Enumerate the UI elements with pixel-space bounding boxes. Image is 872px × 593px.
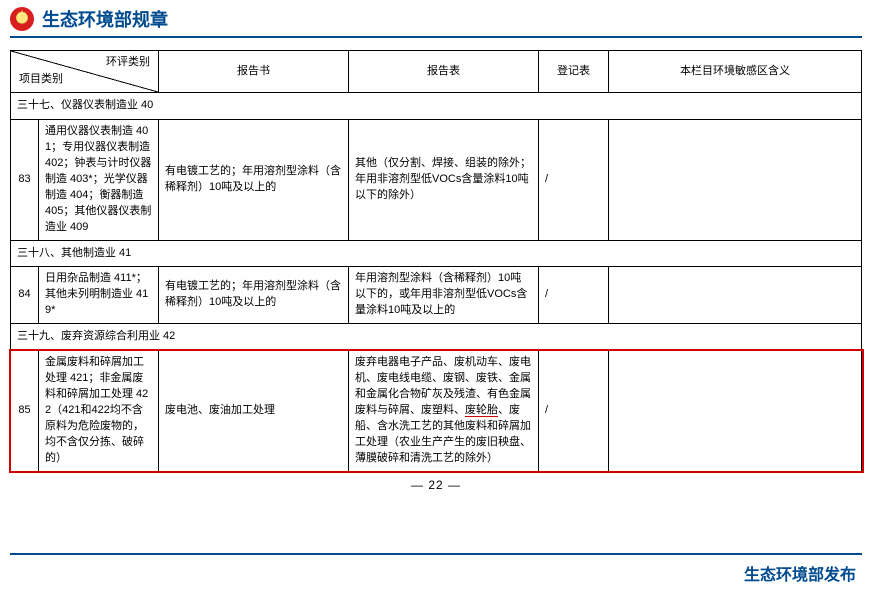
section-39-title: 三十九、废弃资源综合利用业 42 [11,324,862,351]
header-title: 生态环境部规章 [42,6,168,32]
col-header-report-book: 报告书 [159,51,349,93]
content-area: 环评类别 项目类别 报告书 报告表 登记表 本栏目环境敏感区含义 三十七、仪器仪… [0,38,872,492]
diagonal-header-cell: 环评类别 项目类别 [11,51,159,93]
row-84-item: 日用杂品制造 411*；其他未列明制造业 419* [39,267,159,324]
row-84-c5: / [539,267,609,324]
row-83-c6 [609,119,862,240]
page-footer: 生态环境部发布 [10,545,862,585]
table-row-84: 84 日用杂品制造 411*；其他未列明制造业 419* 有电镀工艺的；年用溶剂… [11,267,862,324]
col-header-sensitive-area: 本栏目环境敏感区含义 [609,51,862,93]
section-38-row: 三十八、其他制造业 41 [11,240,862,267]
row-85-c3: 废电池、废油加工处理 [159,351,349,472]
row-83-c3: 有电镀工艺的；年用溶剂型涂料（含稀释剂）10吨及以上的 [159,119,349,240]
row-85-c4: 废弃电器电子产品、废机动车、废电机、废电线电缆、废钢、废铁、金属和金属化合物矿灰… [349,351,539,472]
row-84-c6 [609,267,862,324]
row-85-c4-highlight: 废轮胎 [465,404,498,417]
page-header: 生态环境部规章 [0,0,872,36]
regulation-table: 环评类别 项目类别 报告书 报告表 登记表 本栏目环境敏感区含义 三十七、仪器仪… [10,50,862,472]
row-85-c6 [609,351,862,472]
row-83-item: 通用仪器仪表制造 401；专用仪器仪表制造 402；钟表与计时仪器制造 403*… [39,119,159,240]
footer-text: 生态环境部发布 [10,561,862,585]
section-38-title: 三十八、其他制造业 41 [11,240,862,267]
table-row-85: 85 金属废料和碎屑加工处理 421；非金属废料和碎屑加工处理 422（421和… [11,351,862,472]
col-header-registration: 登记表 [539,51,609,93]
row-83-c4: 其他（仅分割、焊接、组装的除外；年用非溶剂型低VOCs含量涂料10吨以下的除外） [349,119,539,240]
row-84-num: 84 [11,267,39,324]
row-85-c5: / [539,351,609,472]
diag-top-label: 环评类别 [106,55,150,71]
row-85-item: 金属废料和碎屑加工处理 421；非金属废料和碎屑加工处理 422（421和422… [39,351,159,472]
national-emblem-icon [10,7,34,31]
section-37-row: 三十七、仪器仪表制造业 40 [11,93,862,120]
row-84-c4: 年用溶剂型涂料（含稀释剂）10吨以下的，或年用非溶剂型低VOCs含量涂料10吨及… [349,267,539,324]
diag-bottom-label: 项目类别 [19,72,63,88]
row-85-num: 85 [11,351,39,472]
row-83-num: 83 [11,119,39,240]
section-37-title: 三十七、仪器仪表制造业 40 [11,93,862,120]
page-number: — 22 — [10,478,862,492]
table-row-83: 83 通用仪器仪表制造 401；专用仪器仪表制造 402；钟表与计时仪器制造 4… [11,119,862,240]
footer-divider [10,553,862,555]
table-header-row: 环评类别 项目类别 报告书 报告表 登记表 本栏目环境敏感区含义 [11,51,862,93]
section-39-row: 三十九、废弃资源综合利用业 42 [11,324,862,351]
row-84-c3: 有电镀工艺的；年用溶剂型涂料（含稀释剂）10吨及以上的 [159,267,349,324]
row-83-c5: / [539,119,609,240]
col-header-report-form: 报告表 [349,51,539,93]
